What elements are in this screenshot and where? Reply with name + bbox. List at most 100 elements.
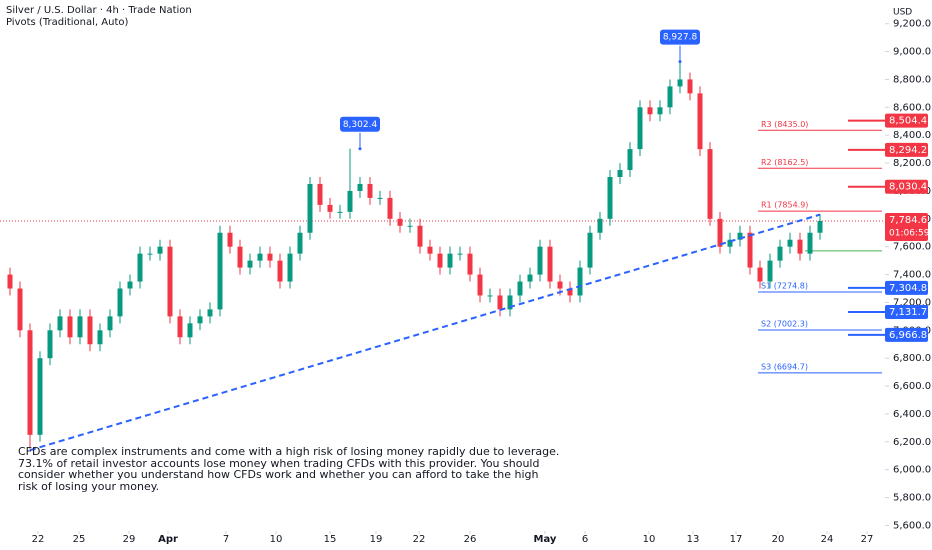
candle-body: [377, 197, 383, 199]
x-tick-label: 22: [32, 534, 45, 545]
candle-body: [197, 316, 203, 324]
candle-body: [237, 246, 243, 268]
y-tick-label: 9,200.0: [893, 19, 931, 30]
last-price-label: 7,784.6: [889, 215, 927, 226]
candle-body: [7, 274, 13, 289]
chart-title: Silver / U.S. Dollar · 4h · Trade Nation: [6, 5, 192, 16]
candle-body: [597, 218, 603, 233]
candle-body: [447, 253, 453, 268]
candle-body: [277, 260, 283, 282]
level-badge: [885, 142, 928, 157]
y-tick-label: 8,200.0: [893, 158, 931, 169]
candle-body: [17, 288, 23, 331]
y-tick-label: 8,600.0: [893, 102, 931, 113]
candle-body: [787, 239, 793, 247]
currency-label: USD: [893, 8, 912, 18]
candle-body: [677, 79, 683, 87]
candle-body: [247, 260, 253, 268]
candle-body: [267, 253, 273, 261]
y-tick-label: 6,400.0: [893, 409, 931, 420]
candle-body: [457, 253, 463, 255]
x-tick-label: 10: [270, 534, 283, 545]
x-tick-label: 24: [821, 534, 834, 545]
candle-body: [317, 183, 323, 205]
y-tick-label: 5,600.0: [893, 520, 931, 531]
candle-body: [347, 190, 353, 212]
level-badge: [885, 280, 928, 295]
candle-body: [487, 295, 493, 297]
candle-body: [567, 288, 573, 296]
candle-body: [87, 316, 93, 345]
candle-body: [527, 274, 533, 282]
annotation-label: 8,927.8: [663, 33, 698, 43]
y-tick-label: 6,200.0: [893, 437, 931, 448]
pivot-label: R2 (8162.5): [761, 158, 808, 167]
annotation-dot: [358, 147, 362, 151]
pivot-label: R3 (8435.0): [761, 120, 808, 129]
y-tick-label: 6,600.0: [893, 381, 931, 392]
x-tick-label: 22: [413, 534, 426, 545]
candle-body: [107, 316, 113, 331]
candle-body: [797, 239, 803, 254]
candle-body: [697, 93, 703, 150]
candle-body: [627, 149, 633, 171]
candle-body: [27, 330, 33, 435]
last-price-badge: [885, 212, 928, 241]
pivot-label: S3 (6694.7): [761, 362, 808, 371]
candle-body: [517, 281, 523, 296]
x-tick-label: 20: [772, 534, 785, 545]
candle-body: [767, 260, 773, 282]
y-tick-label: 7,600.0: [893, 242, 931, 253]
candle-body: [97, 330, 103, 345]
level-label: 7,131.7: [889, 307, 927, 318]
x-tick-label: 17: [730, 534, 743, 545]
candle-body: [187, 323, 193, 338]
candle-body: [777, 246, 783, 261]
candle-body: [117, 288, 123, 317]
level-badge: [885, 179, 928, 194]
candle-body: [257, 253, 263, 261]
candle-body: [337, 211, 343, 213]
candle-body: [557, 281, 563, 289]
x-tick-label: 10: [643, 534, 656, 545]
level-label: 8,504.4: [889, 116, 927, 127]
candle-body: [637, 107, 643, 150]
candle-body: [167, 246, 173, 317]
candle-body: [227, 232, 233, 247]
candle-body: [137, 253, 143, 282]
candle-body: [577, 267, 583, 296]
candle-body: [417, 225, 423, 247]
candle-body: [47, 330, 53, 359]
pivot-label: S1 (7274.8): [761, 282, 808, 291]
countdown: 01:06:59: [889, 228, 930, 238]
candle-body: [177, 316, 183, 338]
candle-body: [37, 358, 43, 435]
y-tick-label: 8,800.0: [893, 74, 931, 85]
x-tick-label: 6: [582, 534, 588, 545]
candle-body: [747, 232, 753, 268]
level-badge: [885, 327, 928, 342]
y-tick-label: 5,800.0: [893, 493, 931, 504]
candle-body: [287, 253, 293, 282]
annotation-badge: [660, 29, 700, 45]
candle-body: [77, 316, 83, 338]
candle-body: [497, 295, 503, 310]
x-tick-label: 7: [223, 534, 229, 545]
candle-body: [477, 274, 483, 296]
y-tick-label: 7,400.0: [893, 270, 931, 281]
pivot-label: R1 (7854.9): [761, 201, 808, 210]
candle-body: [357, 183, 363, 191]
candle-body: [147, 253, 153, 255]
disclaimer-line: consider whether you understand how CFDs…: [18, 468, 539, 481]
candle-body: [217, 232, 223, 310]
disclaimer-line: 73.1% of retail investor accounts lose m…: [18, 456, 540, 470]
candle-body: [67, 316, 73, 338]
disclaimer-line: CFDs are complex instruments and come wi…: [18, 445, 560, 458]
candle-body: [427, 246, 433, 254]
x-tick-label: Apr: [158, 534, 178, 545]
candle-body: [707, 149, 713, 219]
x-tick-label: May: [534, 534, 557, 545]
candle-body: [407, 225, 413, 227]
x-tick-label: 26: [464, 534, 477, 545]
